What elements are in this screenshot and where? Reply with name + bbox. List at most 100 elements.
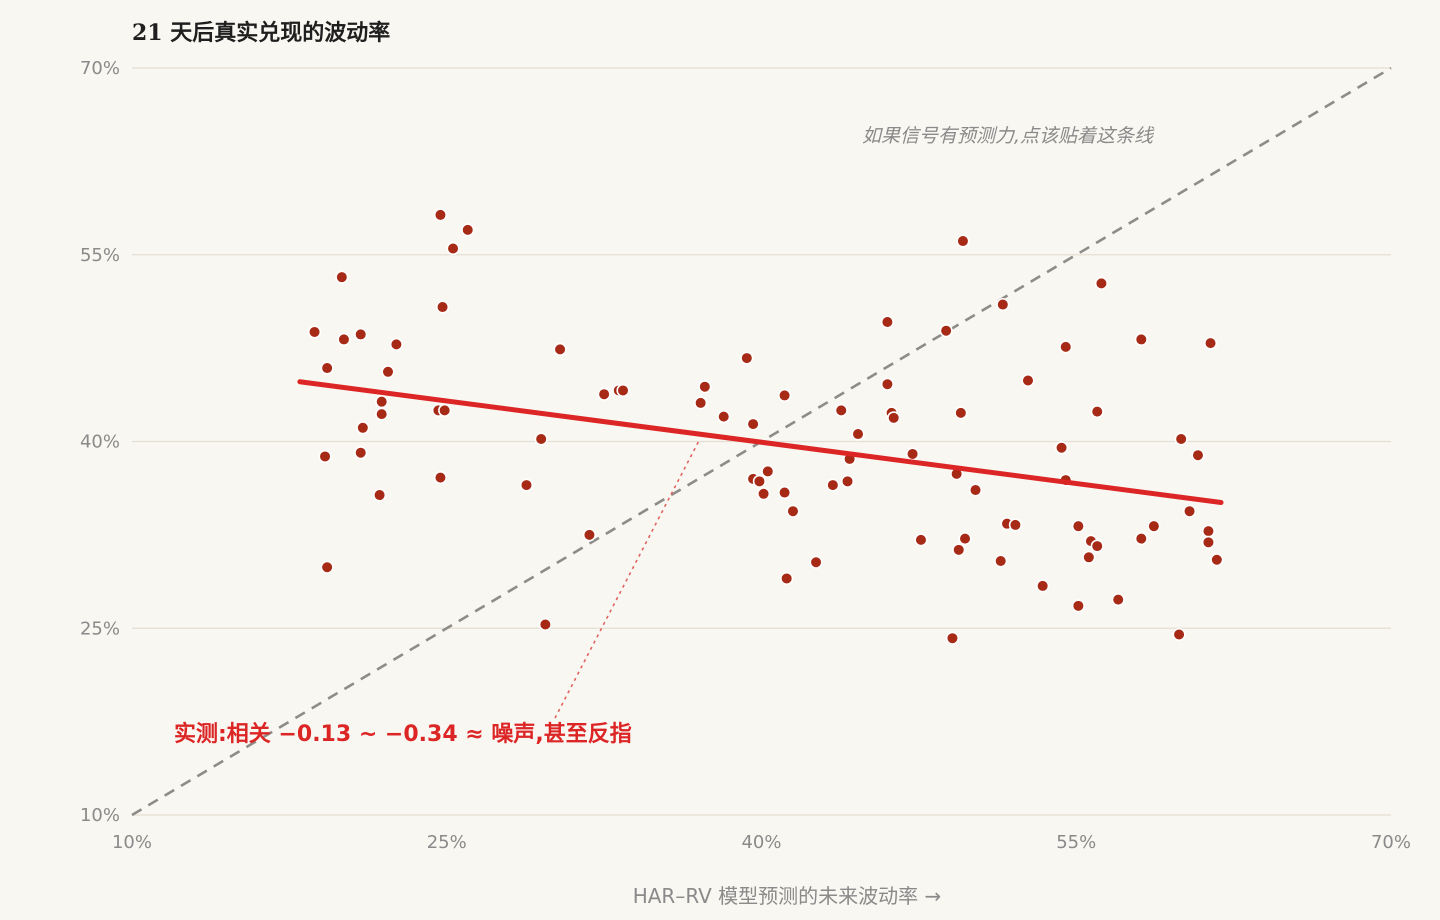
data-point [616, 383, 630, 398]
data-point [1008, 518, 1022, 532]
data-point [1203, 336, 1218, 350]
data-point [1182, 504, 1197, 518]
data-point [1172, 627, 1186, 642]
x-tick-label: 70% [1371, 832, 1411, 853]
data-point [834, 403, 848, 417]
data-point [538, 617, 552, 632]
data-point [694, 396, 708, 410]
data-point [1090, 405, 1104, 419]
y-tick-label: 55% [80, 245, 120, 266]
data-point [1174, 432, 1188, 446]
data-point [1036, 579, 1050, 593]
x-tick-label: 55% [1056, 832, 1096, 853]
data-point [887, 411, 901, 425]
data-point [1071, 519, 1085, 533]
data-point [1094, 276, 1109, 290]
data-point [994, 554, 1008, 568]
data-point [956, 234, 970, 248]
x-tick-label: 10% [112, 832, 152, 853]
data-point [1021, 373, 1035, 388]
data-point [446, 241, 460, 256]
data-point [954, 406, 968, 420]
data-point [582, 528, 597, 542]
data-point [880, 315, 895, 329]
data-point [914, 533, 928, 547]
data-point [461, 223, 475, 237]
data-points [307, 208, 1224, 645]
data-point [435, 300, 450, 314]
data-point [777, 485, 792, 500]
y-tick-label: 25% [80, 618, 120, 639]
data-point [1054, 441, 1069, 455]
data-point [809, 555, 823, 569]
data-point [320, 560, 334, 574]
data-point [952, 543, 966, 557]
data-point [945, 631, 960, 645]
data-point [1201, 535, 1216, 549]
data-point [1191, 448, 1205, 462]
data-point [307, 325, 322, 339]
data-point [1134, 332, 1148, 347]
data-point [717, 410, 731, 424]
data-point [698, 380, 712, 394]
data-point [880, 377, 895, 391]
data-point [438, 403, 452, 417]
data-point [375, 407, 389, 421]
data-point [433, 208, 448, 222]
data-point [553, 342, 567, 356]
data-point [433, 471, 448, 485]
y-tick-label: 10% [80, 805, 120, 826]
data-point [1111, 593, 1125, 607]
x-tick-label: 25% [427, 832, 467, 853]
data-point [597, 387, 611, 401]
data-point [519, 478, 534, 492]
data-point [1210, 553, 1224, 567]
y-tick-label: 40% [80, 432, 120, 453]
data-point [373, 488, 387, 502]
data-point [1201, 524, 1216, 538]
data-point [356, 421, 370, 435]
data-point [318, 449, 332, 464]
data-point [761, 464, 775, 478]
data-point [958, 532, 972, 546]
correlation-annotation: 实测:相关 −0.13 ~ −0.34 ≈ 噪声,甚至反指 [174, 721, 632, 747]
data-point [335, 270, 349, 284]
reference-line-label: 如果信号有预测力,点该贴着这条线 [862, 125, 1155, 147]
trend-line [297, 379, 1224, 506]
y-tick-label: 70% [80, 58, 120, 79]
chart-title: 21 天后真实兑现的波动率 [132, 20, 390, 46]
data-point [968, 483, 983, 497]
data-point [389, 337, 403, 351]
data-point [905, 447, 920, 461]
data-point [780, 571, 794, 586]
data-point [851, 427, 865, 441]
data-point [746, 417, 760, 431]
data-point [354, 327, 368, 342]
annotation-leader-line [554, 441, 700, 719]
data-point [1147, 519, 1161, 533]
data-point [756, 487, 771, 501]
data-point [320, 361, 334, 375]
data-point [1134, 532, 1148, 546]
data-point [740, 351, 754, 365]
data-point [337, 332, 351, 347]
data-point [1071, 599, 1085, 613]
data-point [939, 324, 953, 338]
x-tick-label: 40% [741, 832, 781, 853]
axis-ticks: 10% 25% 40% 55% 70% 10% 25% 40% 55% 70% [80, 58, 1411, 853]
data-point [752, 474, 767, 488]
data-point [840, 474, 855, 488]
data-point [375, 395, 389, 409]
data-point [381, 365, 395, 379]
data-point [1090, 539, 1104, 553]
x-axis-title: HAR–RV 模型预测的未来波动率 → [633, 884, 942, 908]
data-point [534, 432, 548, 446]
data-point [354, 446, 368, 460]
data-point [786, 504, 800, 518]
data-point [996, 297, 1010, 312]
data-point [826, 478, 840, 492]
data-point [777, 388, 792, 403]
data-point [1059, 340, 1073, 354]
